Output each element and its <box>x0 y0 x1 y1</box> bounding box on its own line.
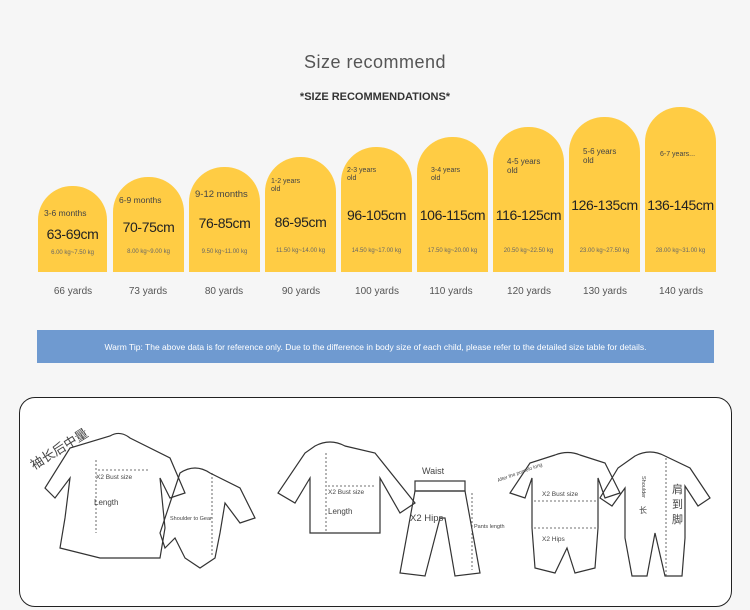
bodysuit-outline <box>159 467 256 569</box>
shoulder-label-3: Shoulder <box>640 476 646 498</box>
romper-outline <box>509 451 621 574</box>
yard-label: 100 yards <box>355 286 399 297</box>
page-title: Size recommend <box>303 52 447 72</box>
cn-shoulder-foot-1: 肩 <box>672 482 683 496</box>
warm-tip-banner: Warm Tip: The above data is for referenc… <box>37 330 714 363</box>
size-bar: 4-5 years old 116-125cm 20.50 kg~22.50 k… <box>493 127 564 272</box>
size-bar: 9-12 months 76-85cm 9.50 kg~11.00 kg <box>189 167 260 272</box>
yard-label: 66 yards <box>53 286 93 297</box>
waist-label: Waist <box>422 466 445 476</box>
size-bar: 5-6 years old 126-135cm 23.00 kg~27.50 k… <box>569 117 640 272</box>
measurement-illustrations: 袖长后中量 X2 Bust size Length Shoulder to Ge… <box>28 425 711 577</box>
bust-label-3: X2 Bust size <box>542 491 579 498</box>
pants-outline <box>399 490 481 577</box>
length-label-1: Length <box>94 498 118 507</box>
dress-outline <box>44 432 186 559</box>
cn-shoulder-foot-2: 到 <box>672 498 683 511</box>
yard-label: 130 yards <box>583 286 627 297</box>
cn-shoulder-foot-3: 脚 <box>672 512 683 526</box>
yard-label: 73 yards <box>128 286 168 297</box>
yard-label: 140 yards <box>659 286 703 297</box>
bust-label-2: X2 Bust size <box>328 489 365 496</box>
hips-label-2: X2 Hips <box>410 513 444 524</box>
yard-label: 80 yards <box>204 286 244 297</box>
size-bar: 3-4 years old 106-115cm 17.50 kg~20.00 k… <box>417 137 488 272</box>
size-bar: 6-7 years... 136-145cm 28.00 kg~31.00 kg <box>645 107 716 272</box>
yard-label: 120 yards <box>507 286 551 297</box>
size-bar: 2-3 years old 96-105cm 14.50 kg~17.00 kg <box>341 147 412 272</box>
yard-label: 110 yards <box>429 286 473 297</box>
bust-label-1: X2 Bust size <box>96 474 133 481</box>
cn-length-label: 长 <box>639 505 647 515</box>
size-bar: 1-2 years old 86-95cm 11.50 kg~14.00 kg <box>265 157 336 272</box>
measurement-diagram-panel: 袖长后中量 X2 Bust size Length Shoulder to Ge… <box>19 397 732 607</box>
pants-waistband <box>414 480 466 492</box>
pomelo-label: After the pomelo long <box>497 462 544 484</box>
hips-label-3: X2 Hips <box>542 536 566 543</box>
page-subtitle: *SIZE RECOMMENDATIONS* <box>299 91 451 103</box>
pants-length-label: Pants length <box>474 524 505 530</box>
size-bar: 6-9 months 70-75cm 8.00 kg~9.00 kg <box>113 177 184 272</box>
shoulder-gear-label: Shoulder to Gear <box>170 516 212 522</box>
yard-label: 90 yards <box>281 286 321 297</box>
shirt-outline <box>277 441 416 534</box>
size-bar: 3-6 months 63-69cm 6.00 kg~7.50 kg <box>38 186 107 272</box>
length-label-2: Length <box>328 507 352 516</box>
jumpsuit-outline <box>599 451 711 577</box>
